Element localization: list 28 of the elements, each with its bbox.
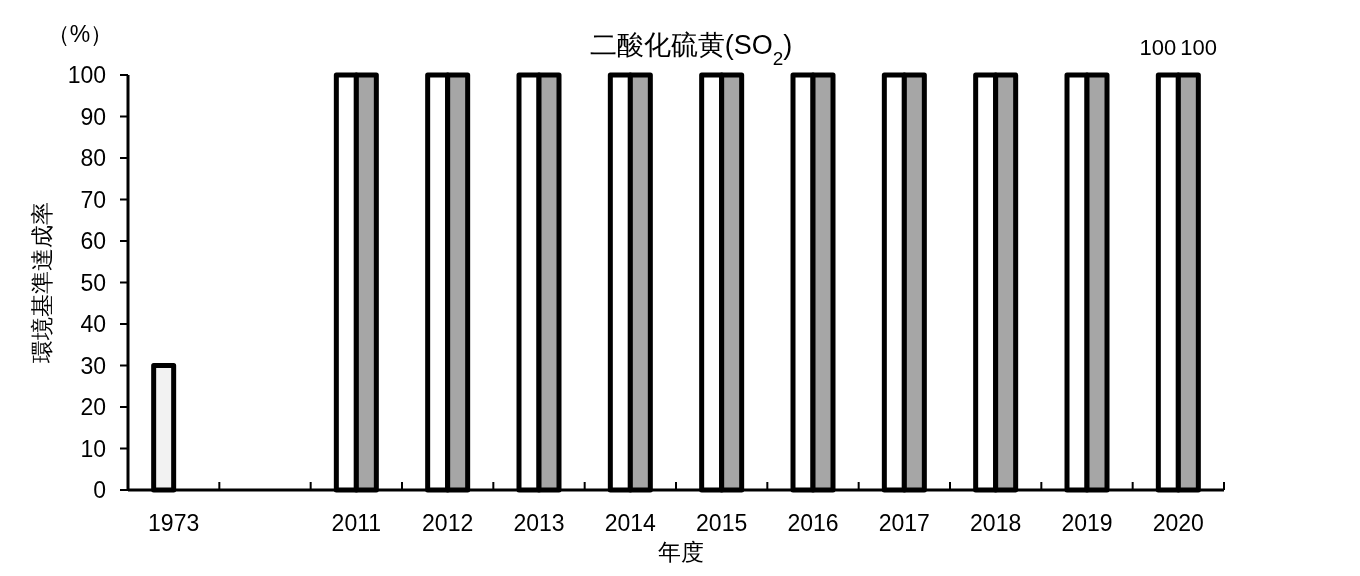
y-tick-label: 90: [80, 103, 106, 130]
y-tick-label: 100: [67, 62, 106, 88]
y-tick-label: 10: [80, 435, 106, 462]
x-tick-label: 2018: [970, 510, 1022, 536]
y-tick-label: 30: [80, 352, 106, 379]
data-label: 100: [1139, 35, 1177, 60]
text: （%）: [46, 21, 114, 47]
y-tick-label: 0: [93, 477, 106, 503]
x-tick-label: 2019: [1061, 510, 1113, 536]
data-label: 100: [1180, 35, 1218, 60]
x-tick-label: 1973: [148, 510, 200, 536]
y-tick-label: 20: [80, 394, 106, 420]
y-tick-label: 50: [80, 269, 106, 296]
x-tick-label: 2014: [604, 510, 657, 536]
y-tick-label: 70: [80, 186, 106, 213]
x-tick-label: 2011: [331, 510, 382, 536]
x-tick-label: 2020: [1152, 510, 1204, 536]
y-tick-label: 40: [80, 311, 106, 337]
chart-title: 二酸化硫黄(SO$_{2}$): [589, 30, 793, 69]
y-tick-label: 60: [80, 228, 106, 254]
x-tick-label: 2013: [513, 510, 565, 536]
y-tick-label: 80: [80, 145, 106, 171]
y-axis-title: 環境基準達成率: [29, 202, 55, 363]
x-tick-label: 2016: [787, 510, 839, 536]
x-tick-label: 2012: [422, 510, 474, 536]
x-tick-label: 2017: [878, 510, 930, 536]
x-axis-title: 年度: [658, 539, 704, 565]
x-tick-label: 2015: [696, 510, 748, 536]
